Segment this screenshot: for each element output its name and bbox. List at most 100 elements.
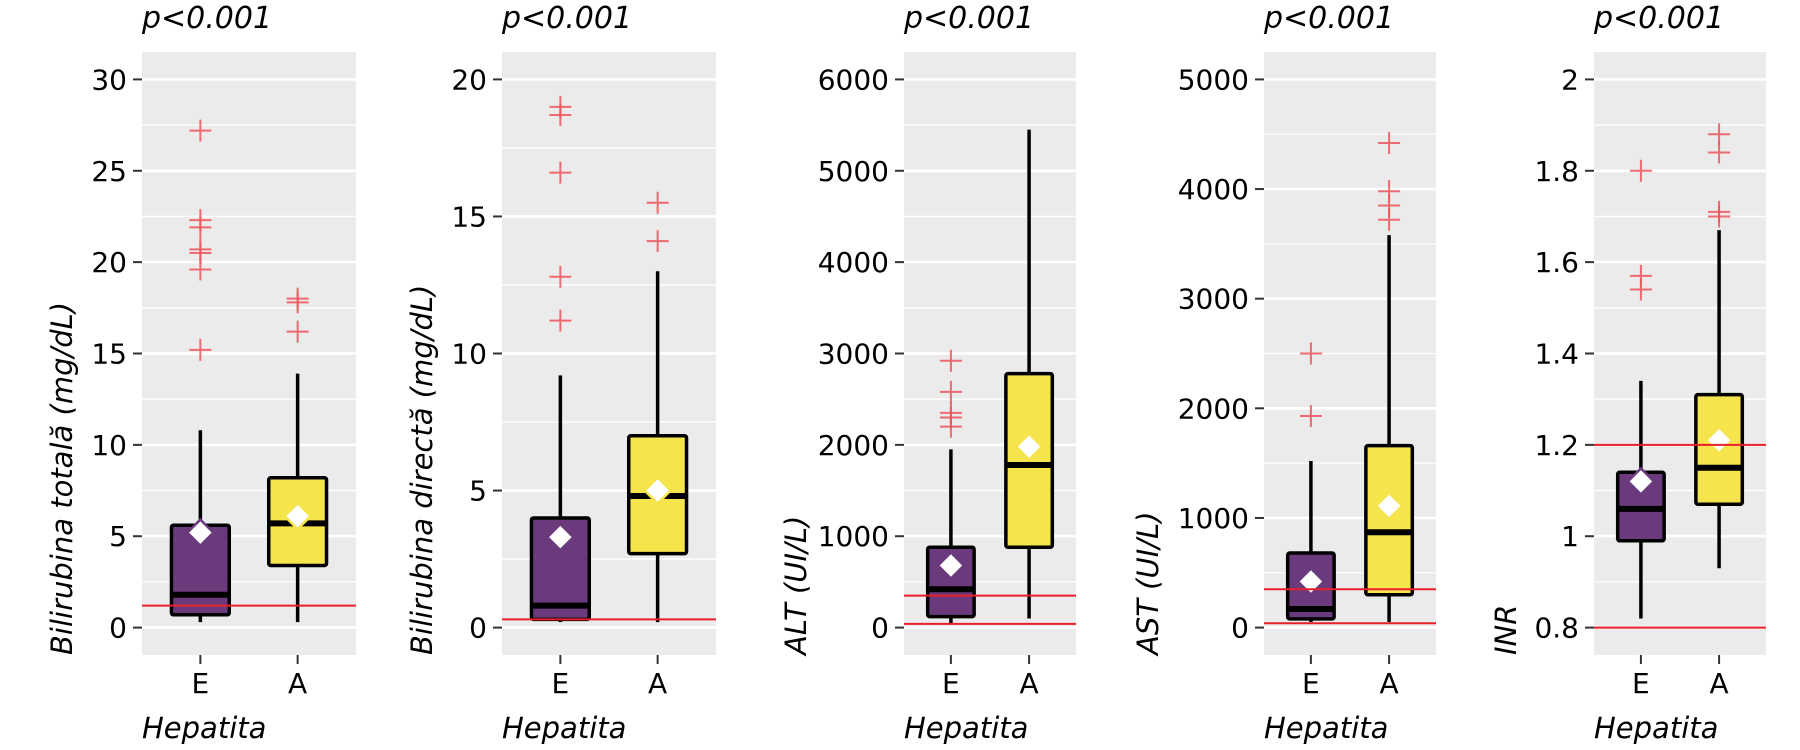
y-tick-label: 1 xyxy=(1561,520,1579,553)
x-tick-label: E xyxy=(192,667,210,700)
y-tick-label: 1.6 xyxy=(1534,246,1579,279)
y-axis-title: AST (UI/L) xyxy=(1131,511,1165,657)
x-axis-title: Hepatita xyxy=(1264,711,1388,745)
outlier-point xyxy=(549,265,572,288)
y-tick-label: 0 xyxy=(469,612,487,645)
box-A xyxy=(266,287,329,623)
panel-3: 0 1000 2000 3000 4000 5000 6000 E Ap<0.001 Hepati… xyxy=(779,1,1076,745)
mean-marker xyxy=(282,501,313,531)
y-tick-label: 10 xyxy=(91,429,127,462)
mean-marker xyxy=(185,517,216,548)
outlier-point xyxy=(1299,404,1322,427)
x-tick-label: A xyxy=(648,667,667,700)
y-axis-title: Bilirubina totală (mg/dL) xyxy=(45,302,79,655)
outlier-point xyxy=(286,287,309,310)
outlier-point xyxy=(189,209,212,232)
y-tick-label: 25 xyxy=(91,155,127,188)
y-tick-label: 5000 xyxy=(818,155,889,188)
outlier-point xyxy=(1378,180,1401,203)
panel-1: 0 5 10 15 20 25 30 E Ap<0.001 Hepatita Bilirubina … xyxy=(45,1,356,745)
x-axis-title: Hepatita xyxy=(502,711,626,745)
outlier-point xyxy=(1629,159,1652,182)
y-axis-title: INR xyxy=(1489,605,1523,655)
outlier-point xyxy=(549,161,572,184)
outlier-point xyxy=(189,338,212,361)
box-A xyxy=(1694,123,1745,569)
x-axis-title: Hepatita xyxy=(1594,711,1718,745)
p-value-label: p<0.001 xyxy=(141,1,272,36)
mean-marker xyxy=(1374,491,1404,521)
outlier-point xyxy=(939,380,962,403)
panel-5: 0.8 1 1.2 1.4 1.6 1.8 2 E Ap<0.001 Hepatita INR xyxy=(1489,1,1766,745)
p-value-label: p<0.001 xyxy=(1263,1,1394,36)
y-tick-label: 20 xyxy=(91,246,127,279)
y-axis-title: Bilirubina directă (mg/dL) xyxy=(405,285,439,655)
box-E xyxy=(1615,159,1666,619)
outlier-point xyxy=(939,401,962,424)
p-value-label: p<0.001 xyxy=(501,1,632,36)
mean-marker xyxy=(1704,425,1734,456)
y-tick-label: 15 xyxy=(91,338,127,371)
x-tick-label: A xyxy=(288,667,307,700)
x-tick-label: A xyxy=(1020,667,1039,700)
box-A xyxy=(626,191,689,623)
p-value-label: p<0.001 xyxy=(1593,1,1724,36)
mean-marker xyxy=(936,550,966,581)
y-tick-label: 1.8 xyxy=(1534,155,1579,188)
outlier-point xyxy=(1629,264,1652,287)
panel-4: 0 1000 2000 3000 4000 5000 E Ap<0.001 Hepatita AS… xyxy=(1131,1,1436,745)
outlier-point xyxy=(939,349,962,372)
outlier-point xyxy=(1708,200,1731,223)
outlier-point xyxy=(549,95,572,118)
y-tick-label: 2 xyxy=(1561,63,1579,96)
y-tick-label: 2000 xyxy=(818,429,889,462)
y-tick-label: 20 xyxy=(451,63,487,96)
outlier-point xyxy=(189,238,212,261)
y-tick-label: 5 xyxy=(109,520,127,553)
y-tick-label: 15 xyxy=(451,200,487,233)
y-tick-label: 0 xyxy=(1231,612,1249,645)
x-tick-label: E xyxy=(552,667,570,700)
x-tick-label: E xyxy=(1302,667,1320,700)
y-tick-label: 0.8 xyxy=(1534,612,1579,645)
y-tick-label: 1.2 xyxy=(1534,429,1579,462)
y-tick-label: 6000 xyxy=(818,63,889,96)
outlier-point xyxy=(286,320,309,343)
y-tick-label: 4000 xyxy=(1178,173,1249,206)
y-tick-label: 3000 xyxy=(818,338,889,371)
x-tick-label: A xyxy=(1380,667,1399,700)
mean-marker xyxy=(1626,466,1656,497)
y-tick-label: 5000 xyxy=(1178,63,1249,96)
x-axis-title: Hepatita xyxy=(904,711,1028,745)
outlier-point xyxy=(1378,131,1401,154)
y-tick-label: 3000 xyxy=(1178,283,1249,316)
outlier-point xyxy=(646,230,669,253)
p-value-label: p<0.001 xyxy=(903,1,1034,36)
box-E xyxy=(925,349,976,624)
outlier-point xyxy=(646,191,669,214)
y-tick-label: 0 xyxy=(871,612,889,645)
y-axis-title: ALT (UI/L) xyxy=(779,516,813,657)
outlier-point xyxy=(1299,342,1322,365)
mean-marker xyxy=(545,522,576,552)
x-tick-label: E xyxy=(1632,667,1650,700)
box-A xyxy=(1004,129,1055,619)
panel-2: 0 5 10 15 20 E Ap<0.001 Hepatita Bilirubina dire… xyxy=(405,1,716,745)
outlier-point xyxy=(549,309,572,332)
box-E xyxy=(169,119,232,623)
y-tick-label: 0 xyxy=(109,612,127,645)
y-tick-label: 5 xyxy=(469,475,487,508)
x-tick-label: A xyxy=(1710,667,1729,700)
y-tick-label: 2000 xyxy=(1178,392,1249,425)
mean-marker xyxy=(1296,566,1326,597)
box-A xyxy=(1364,131,1415,623)
box-E xyxy=(1285,342,1336,623)
outlier-point xyxy=(189,119,212,142)
outlier-point xyxy=(1708,123,1731,146)
box-E xyxy=(529,95,592,623)
y-tick-label: 1.4 xyxy=(1534,338,1579,371)
y-tick-label: 10 xyxy=(451,338,487,371)
mean-marker xyxy=(1014,431,1044,462)
x-tick-label: E xyxy=(942,667,960,700)
